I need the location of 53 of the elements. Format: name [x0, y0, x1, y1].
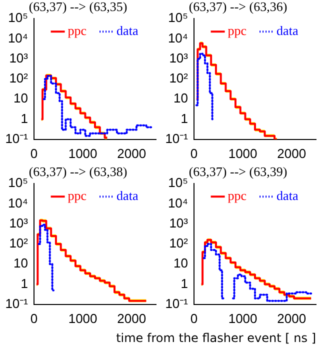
legend-label: data [116, 23, 138, 38]
y-tick-label: 1 [180, 276, 188, 291]
y-tick-label: 10⁵ [8, 175, 28, 190]
y-tick-label: 1 [20, 110, 28, 126]
y-tick-label: 10³ [169, 50, 189, 66]
x-tick-label: 2000 [117, 146, 146, 161]
legend-label: data [276, 188, 298, 204]
chart-title: (63,37) --> (63,39) [188, 164, 288, 180]
y-tick-label: 10³ [9, 215, 29, 230]
y-tick-label: 10³ [169, 215, 189, 230]
y-tick-label: 10² [9, 236, 29, 251]
x-tick-label: 2000 [277, 310, 306, 326]
y-tick-label: 10 [174, 90, 188, 106]
legend-label: ppc [228, 23, 247, 38]
x-tick-label: 2000 [277, 146, 306, 161]
y-tick-label: 10² [169, 70, 189, 86]
y-tick-label: 1 [20, 276, 28, 291]
x-tick-label: 0 [190, 146, 198, 161]
y-tick-label: 10⁻¹ [165, 296, 189, 311]
chart-title: (63,37) --> (63,36) [188, 0, 288, 14]
y-tick-label: 10⁻¹ [5, 130, 29, 146]
x-axis-title: time from the flasher event [ ns ] [116, 331, 316, 345]
legend-label: ppc [68, 23, 87, 38]
y-tick-label: 10⁻¹ [5, 296, 29, 311]
chart-title: (63,37) --> (63,35) [28, 0, 128, 14]
y-tick-label: 10 [174, 256, 188, 271]
y-tick-label: 10⁴ [168, 30, 188, 46]
y-tick-label: 10⁴ [8, 30, 28, 46]
y-tick-label: 10⁵ [168, 175, 188, 190]
chart-title: (63,37) --> (63,38) [28, 164, 128, 180]
x-tick-label: 2000 [117, 310, 146, 326]
x-tick-label: 1000 [228, 310, 258, 326]
x-tick-label: 1000 [228, 146, 258, 161]
y-tick-label: 10⁵ [168, 10, 188, 26]
y-tick-label: 10 [14, 90, 28, 106]
x-tick-label: 0 [30, 310, 38, 326]
y-tick-label: 10³ [9, 50, 29, 66]
legend-label: data [116, 188, 138, 204]
y-tick-label: 10⁴ [8, 195, 28, 210]
y-tick-label: 10⁻¹ [165, 130, 189, 146]
y-tick-label: 10² [169, 236, 189, 251]
legend-label: data [276, 23, 298, 38]
legend-label: ppc [228, 188, 247, 204]
x-tick-label: 1000 [68, 310, 98, 326]
x-tick-label: 1000 [68, 146, 98, 161]
y-tick-label: 1 [180, 110, 188, 126]
y-tick-label: 10⁴ [168, 195, 188, 210]
x-tick-label: 0 [190, 310, 198, 326]
y-tick-label: 10 [14, 256, 28, 271]
y-tick-label: 10⁵ [8, 10, 28, 26]
y-tick-label: 10² [9, 70, 29, 86]
legend-label: ppc [68, 188, 87, 204]
x-tick-label: 0 [30, 146, 38, 161]
